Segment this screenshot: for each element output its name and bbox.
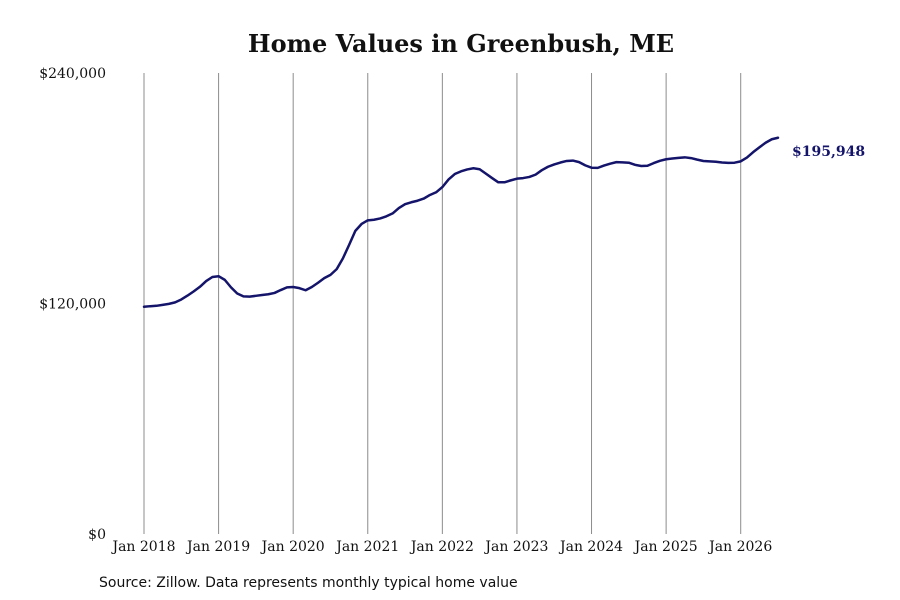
series-layer: [142, 136, 780, 309]
x-tick-label: Jan 2026: [707, 539, 772, 555]
y-tick-label: $0: [88, 527, 106, 543]
x-tick-label: Jan 2022: [409, 539, 474, 555]
x-tick-label: Jan 2024: [558, 539, 623, 555]
end-value-label: $195,948: [792, 144, 865, 160]
y-tick-label: $240,000: [39, 66, 106, 82]
x-tick-label: Jan 2019: [185, 539, 250, 555]
gridlines: [143, 73, 742, 534]
chart-title: Home Values in Greenbush, ME: [248, 29, 674, 58]
x-tick-label: Jan 2018: [110, 539, 175, 555]
home-value-line: [142, 136, 780, 309]
y-tick-label: $120,000: [39, 297, 106, 313]
x-tick-label: Jan 2023: [483, 539, 548, 555]
x-tick-label: Jan 2025: [633, 539, 698, 555]
y-axis-tick-labels: $0 $120,000 $240,000: [39, 66, 106, 543]
x-axis-tick-labels: Jan 2018 Jan 2019 Jan 2020 Jan 2021 Jan 2022…: [110, 539, 772, 555]
source-note: Source: Zillow. Data represents monthly …: [99, 575, 518, 591]
x-tick-label: Jan 2020: [260, 539, 325, 555]
x-tick-label: Jan 2021: [334, 539, 399, 555]
